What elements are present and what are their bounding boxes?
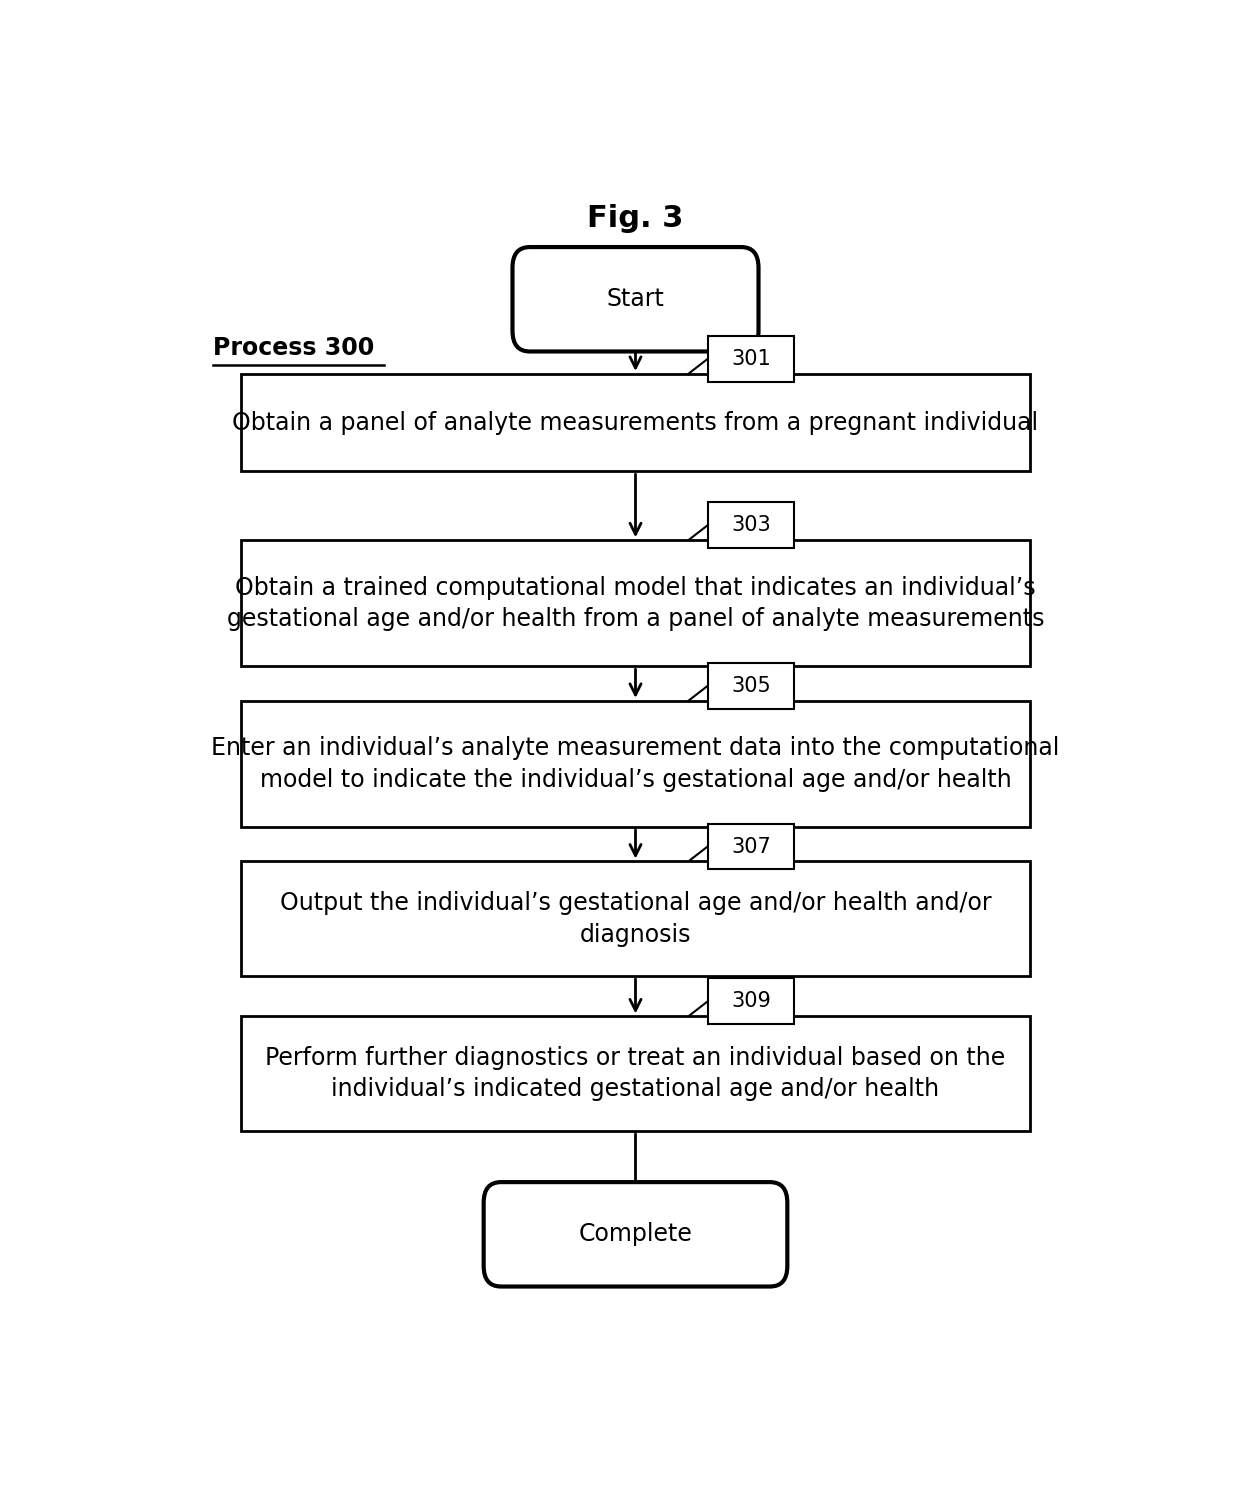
Text: Process 300: Process 300 xyxy=(213,337,374,361)
Text: Start: Start xyxy=(606,288,665,311)
Bar xyxy=(708,663,794,709)
Text: 309: 309 xyxy=(730,991,771,1012)
FancyBboxPatch shape xyxy=(484,1182,787,1286)
Text: Obtain a trained computational model that indicates an individual’s
gestational : Obtain a trained computational model tha… xyxy=(227,575,1044,632)
Bar xyxy=(708,335,794,381)
Bar xyxy=(242,700,1029,827)
Text: Fig. 3: Fig. 3 xyxy=(588,204,683,234)
Bar xyxy=(708,824,794,870)
Text: Output the individual’s gestational age and/or health and/or
diagnosis: Output the individual’s gestational age … xyxy=(280,891,991,946)
Text: Obtain a panel of analyte measurements from a pregnant individual: Obtain a panel of analyte measurements f… xyxy=(232,411,1039,435)
Text: Perform further diagnostics or treat an individual based on the
individual’s ind: Perform further diagnostics or treat an … xyxy=(265,1046,1006,1101)
Text: Enter an individual’s analyte measurement data into the computational
model to i: Enter an individual’s analyte measuremen… xyxy=(211,736,1060,791)
FancyBboxPatch shape xyxy=(512,247,759,352)
Text: Complete: Complete xyxy=(579,1222,692,1246)
Text: 303: 303 xyxy=(730,516,771,535)
Text: 301: 301 xyxy=(730,349,771,370)
Text: 305: 305 xyxy=(730,676,771,696)
Bar xyxy=(708,979,794,1024)
Text: 307: 307 xyxy=(730,836,771,857)
Bar xyxy=(242,374,1029,471)
Bar xyxy=(708,502,794,548)
Bar xyxy=(242,1016,1029,1131)
Bar xyxy=(242,861,1029,976)
Bar xyxy=(242,541,1029,666)
